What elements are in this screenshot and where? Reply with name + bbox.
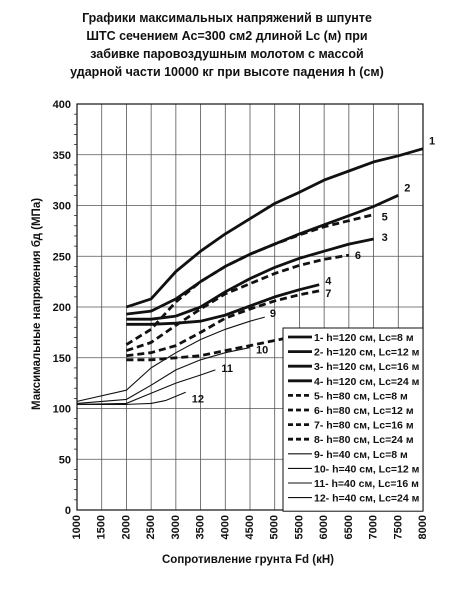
legend-entry: 9- h=40 см, Lc=8 м [314,449,408,461]
title-line-2: ШТС сечением Ас=300 см2 длиной Lc (м) пр… [86,29,367,43]
series-end-label: 7 [325,288,331,300]
series-line [125,147,424,309]
legend-entry: 11- h=40 см, Lc=16 м [314,478,419,490]
series-line [76,347,251,404]
series-line [76,369,216,405]
series-end-label: 5 [382,212,388,224]
y-tick-label: 250 [53,251,71,263]
series-layer: 123456789101112 [76,136,435,405]
legend-entry: 2- h=120 см, Lc=12 м [314,347,420,359]
x-tick-label: 5000 [269,515,281,539]
series-end-label: 4 [325,276,332,288]
legend-entry: 7- h=80 см, Lc=16 м [314,420,414,432]
series-line [126,237,374,321]
legend-entry: 4- h=120 см, Lc=24 м [314,376,420,388]
chart-title: Графики максимальных напряжений в шпунте… [70,11,384,79]
y-tick-label: 100 [53,404,71,416]
tick-labels: 1000 1500 2000 2500 3000 3500 4000 4500 5000 5500… [53,99,429,539]
series-end-label: 12 [192,393,204,405]
x-tick-label: 1000 [71,515,83,539]
title-line-3: забивке паровоздушным молотом с массой [90,47,364,61]
legend-entry: 8- h=80 см, Lc=24 м [314,434,414,446]
x-tick-label: 4500 [244,515,256,539]
x-tick-label: 2000 [120,515,132,539]
series-end-label: 2 [404,182,410,194]
x-tick-label: 4000 [219,515,231,539]
series-end-label: 1 [429,136,435,148]
x-tick-label: 7000 [368,515,380,539]
y-tick-label: 200 [53,302,71,314]
legend-entry: 10- h=40 см, Lc=12 м [314,463,420,475]
legend-entry: 5- h=80 см, Lc=8 м [314,390,408,402]
series-line [126,283,320,326]
y-axis-label: Максимальные напряжения бд (МПа) [31,198,43,410]
x-tick-label: 3000 [170,515,182,539]
legend-entry: 12- h=40 см, Lc=24 м [314,493,420,505]
series-end-label: 10 [256,345,268,357]
series-end-label: 6 [355,250,361,262]
x-tick-label: 7500 [392,515,404,539]
x-tick-label: 6000 [318,515,330,539]
legend-entry: 6- h=80 см, Lc=12 м [314,405,414,417]
y-tick-label: 350 [53,150,71,162]
x-tick-label: 6500 [343,515,355,539]
series-end-label: 9 [270,308,276,320]
y-tick-label: 300 [53,201,71,213]
series-end-label: 11 [221,363,233,375]
legend-entry: 1- h=120 см, Lc=8 м [314,332,414,344]
series-end-label: 3 [382,232,388,244]
title-line-1: Графики максимальных напряжений в шпунте [82,11,372,25]
x-tick-label: 2500 [145,515,157,539]
series-line [76,316,265,402]
x-tick-label: 1500 [96,515,108,539]
x-axis-label: Сопротивление грунта Fd (кН) [162,554,334,566]
y-tick-label: 50 [59,454,71,466]
series-line [126,334,300,362]
legend-box [282,327,424,512]
y-tick-label: 150 [53,353,71,365]
plot-frame [76,103,424,511]
title-line-4: ударной части 10000 кг при высоте падени… [70,65,384,79]
x-tick-label: 8000 [417,515,429,539]
series-line [77,391,186,405]
y-tick-label: 0 [65,505,71,517]
y-tick-label: 400 [53,99,71,111]
x-tick-label: 5500 [293,515,305,539]
legend: 1- h=120 см, Lc=8 м 2- h=120 см, Lc=12 м 3… [282,327,424,512]
x-tick-label: 3500 [195,515,207,539]
series-line [125,213,374,346]
legend-entry: 3- h=120 см, Lc=16 м [314,361,420,373]
series-line [126,289,320,358]
